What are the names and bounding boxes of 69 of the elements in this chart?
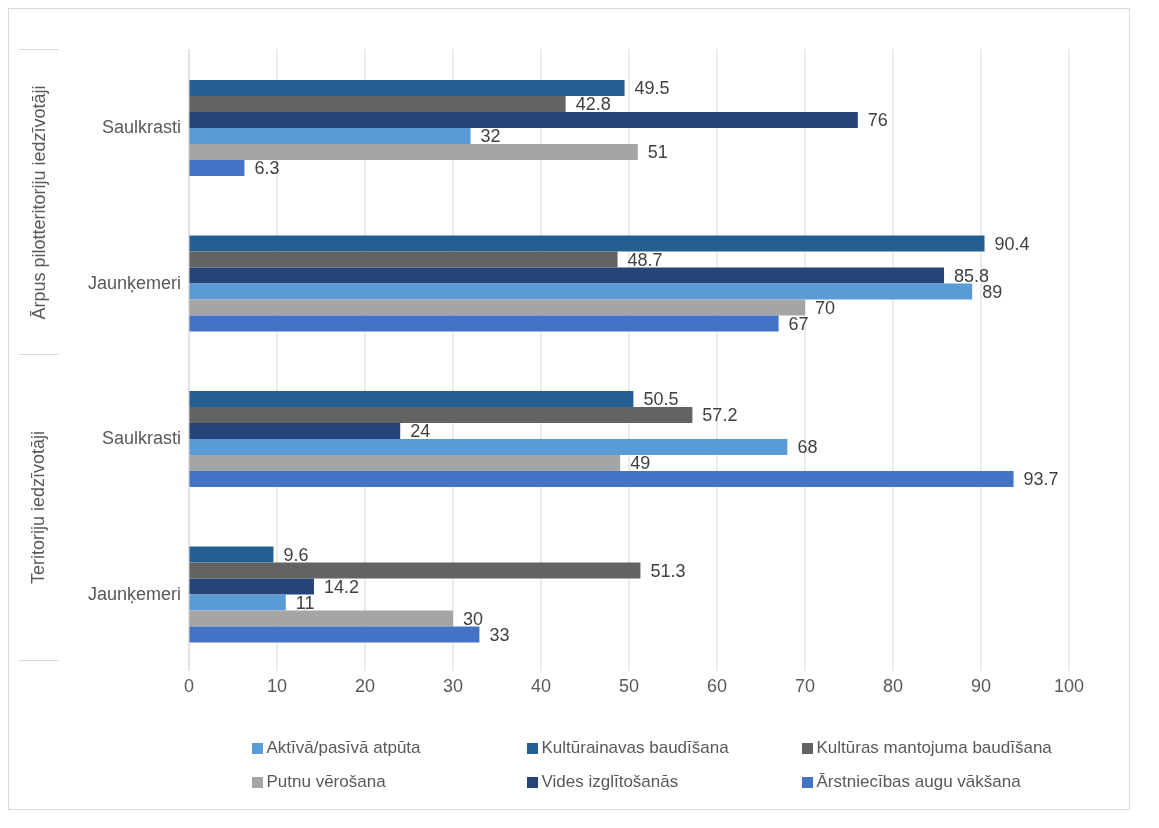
bar [189,471,1014,488]
x-tick-label: 90 [970,675,992,696]
x-tick-label: 60 [706,675,728,696]
data-label: 11 [295,592,315,613]
bar [189,283,973,300]
data-label: 68 [797,437,818,458]
bar [189,439,788,456]
bar [189,423,401,440]
data-label: 76 [867,110,888,131]
data-label: 49.5 [634,78,670,99]
x-tick-label: 100 [1053,675,1085,696]
x-tick-label: 0 [183,675,195,696]
data-label: 57.2 [702,405,738,426]
y-tick-label: Saulkrasti [101,428,181,449]
bar [189,251,618,268]
bar [189,546,274,563]
data-label: 50.5 [643,389,679,410]
bar [189,594,286,611]
data-label: 90.4 [994,233,1030,254]
legend-label: Ārstniecības augu vākšana [816,771,1022,793]
bar [189,96,566,113]
y-tick-label: Saulkrasti [101,117,181,138]
bar [189,80,625,97]
x-tick-label: 50 [618,675,640,696]
bar [189,315,779,332]
bar [189,455,621,472]
data-label: 51.3 [650,560,686,581]
y-tick-label: Jaunķemeri [87,272,181,293]
bar [189,391,634,408]
legend-label: Vides izglītošanās [541,771,680,793]
data-label: 48.7 [627,249,663,270]
data-label: 9.6 [283,544,309,565]
bar [189,407,693,424]
data-label: 33 [489,624,510,645]
legend-label: Aktīvā/pasīvā atpūta [266,737,422,759]
bar [189,144,638,161]
bar [189,626,480,643]
data-label: 67 [788,313,809,334]
data-label: 70 [815,297,836,318]
bar [189,112,858,129]
x-tick-label: 20 [354,675,376,696]
x-tick-label: 40 [530,675,552,696]
legend-label: Kultūras mantojuma baudīšana [816,737,1053,759]
x-tick-label: 30 [442,675,464,696]
bar [189,128,471,145]
bar [189,610,453,627]
text: Ārpus pilotteritoriju iedzīvotāji [28,85,50,320]
bar [189,235,985,252]
data-label: 14.2 [323,576,360,597]
bar [189,299,805,316]
legend-label: Kultūrainavas baudīšana [541,737,730,759]
text: Teritoriju iedzīvotāji [28,430,50,585]
x-tick-label: 10 [266,675,288,696]
data-label: 42.8 [575,94,611,115]
data-label: 49 [630,453,651,474]
data-label: 6.3 [254,158,280,179]
y-tick-label: Jaunķemeri [87,583,181,604]
data-label: 32 [480,126,501,147]
x-tick-label: 70 [794,675,816,696]
bar [189,562,641,579]
bar [189,160,245,177]
x-tick-label: 80 [882,675,904,696]
legend-label: Putnu vērošana [266,771,387,793]
bar [189,267,945,284]
data-label: 51 [647,142,668,163]
data-label: 30 [463,608,484,629]
data-label: 93.7 [1023,469,1059,490]
data-label: 24 [410,421,431,442]
bar [189,578,314,595]
